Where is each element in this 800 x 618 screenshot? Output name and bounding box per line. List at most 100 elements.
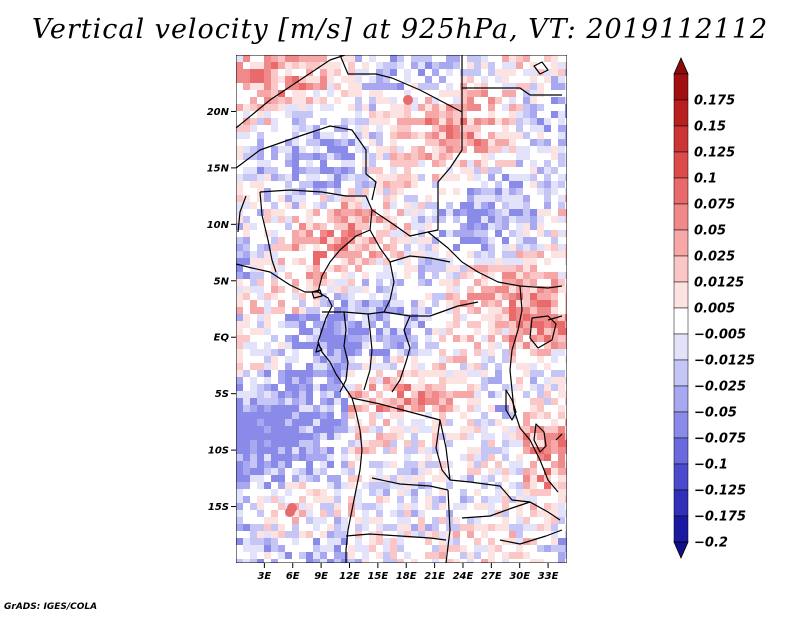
lon-tick-label: 15E xyxy=(367,571,388,582)
field-cell xyxy=(523,132,530,139)
field-cell xyxy=(411,405,418,412)
field-cell xyxy=(376,279,383,286)
field-cell xyxy=(544,146,551,153)
field-cell xyxy=(257,90,264,97)
field-cell xyxy=(243,440,250,447)
field-cell xyxy=(495,139,502,146)
field-cell xyxy=(474,405,481,412)
field-cell xyxy=(558,97,565,104)
field-cell xyxy=(306,104,313,111)
field-cell xyxy=(299,125,306,132)
colorbar-swatch xyxy=(673,463,689,491)
field-cell xyxy=(565,160,567,167)
field-cell xyxy=(425,139,432,146)
field-cell xyxy=(558,475,565,482)
field-cell xyxy=(418,251,425,258)
colorbar-swatch xyxy=(673,437,689,465)
field-cell xyxy=(565,377,567,384)
field-cell xyxy=(488,174,495,181)
field-cell xyxy=(348,496,355,503)
field-cell xyxy=(502,279,509,286)
field-cell xyxy=(250,97,257,104)
field-cell xyxy=(369,440,376,447)
field-cell xyxy=(460,503,467,510)
field-cell xyxy=(474,307,481,314)
field-cell xyxy=(271,230,278,237)
field-cell xyxy=(327,174,334,181)
field-cell xyxy=(320,300,327,307)
field-cell xyxy=(432,300,439,307)
field-cell xyxy=(278,419,285,426)
field-cell xyxy=(390,475,397,482)
field-cell xyxy=(418,118,425,125)
field-cell xyxy=(460,391,467,398)
field-cell xyxy=(509,384,516,391)
field-cell xyxy=(264,76,271,83)
field-cell xyxy=(306,468,313,475)
field-cell xyxy=(488,447,495,454)
field-cell xyxy=(523,104,530,111)
field-cell xyxy=(348,76,355,83)
field-cell xyxy=(537,440,544,447)
field-cell xyxy=(306,272,313,279)
field-cell xyxy=(481,230,488,237)
field-cell xyxy=(551,293,558,300)
field-cell xyxy=(264,244,271,251)
field-cell xyxy=(362,482,369,489)
field-cell xyxy=(278,97,285,104)
field-cell xyxy=(376,349,383,356)
field-cell xyxy=(516,83,523,90)
field-cell xyxy=(488,419,495,426)
field-cell xyxy=(418,237,425,244)
field-cell xyxy=(334,384,341,391)
field-cell xyxy=(327,482,334,489)
field-cell xyxy=(348,447,355,454)
field-cell xyxy=(257,447,264,454)
lon-tick-label: 6E xyxy=(286,571,300,582)
field-cell xyxy=(271,517,278,524)
field-cell xyxy=(341,146,348,153)
field-cell xyxy=(383,559,390,563)
field-cell xyxy=(551,482,558,489)
field-cell xyxy=(369,132,376,139)
field-cell xyxy=(236,195,243,202)
velocity-field xyxy=(236,55,567,563)
field-cell xyxy=(236,202,243,209)
field-cell xyxy=(509,482,516,489)
field-cell xyxy=(362,125,369,132)
field-cell xyxy=(404,258,411,265)
field-cell xyxy=(390,146,397,153)
field-cell xyxy=(348,482,355,489)
field-cell xyxy=(530,559,537,563)
field-cell xyxy=(376,426,383,433)
field-cell xyxy=(250,503,257,510)
field-cell xyxy=(474,209,481,216)
field-cell xyxy=(544,482,551,489)
field-cell xyxy=(334,328,341,335)
field-cell xyxy=(376,391,383,398)
field-cell xyxy=(481,62,488,69)
field-cell xyxy=(369,419,376,426)
field-cell xyxy=(299,314,306,321)
field-cell xyxy=(481,545,488,552)
colorbar-label: −0.2 xyxy=(694,536,728,551)
field-cell xyxy=(474,293,481,300)
field-cell xyxy=(516,293,523,300)
field-cell xyxy=(558,454,565,461)
field-cell xyxy=(334,188,341,195)
field-cell xyxy=(467,531,474,538)
field-cell xyxy=(327,461,334,468)
field-cell xyxy=(355,202,362,209)
field-cell xyxy=(320,279,327,286)
field-cell xyxy=(313,545,320,552)
field-cell xyxy=(250,468,257,475)
field-cell xyxy=(474,419,481,426)
field-cell xyxy=(516,517,523,524)
field-cell xyxy=(348,342,355,349)
field-cell xyxy=(264,363,271,370)
field-cell xyxy=(537,356,544,363)
field-cell xyxy=(404,209,411,216)
field-cell xyxy=(544,300,551,307)
field-cell xyxy=(320,314,327,321)
field-cell xyxy=(432,132,439,139)
